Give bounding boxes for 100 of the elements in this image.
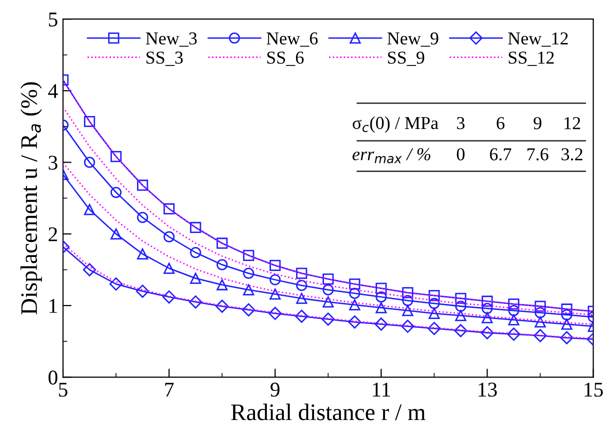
point xyxy=(216,259,228,270)
point xyxy=(561,309,572,320)
point xyxy=(137,180,148,191)
point xyxy=(401,320,414,333)
y-tick-label: 4 xyxy=(48,84,58,98)
point xyxy=(270,288,281,300)
y-tick-label: 0 xyxy=(48,370,58,385)
annotation: 9 xyxy=(534,117,542,130)
point xyxy=(402,294,414,306)
point xyxy=(561,318,572,330)
legend-label: SS_6 xyxy=(267,52,304,66)
x-tick-label: 15 xyxy=(584,382,603,397)
legend-label: New_3 xyxy=(146,32,197,47)
point xyxy=(534,300,546,312)
point xyxy=(270,274,281,286)
point xyxy=(402,287,414,298)
point xyxy=(322,284,334,296)
point xyxy=(322,312,335,326)
y-tick-label: 5 xyxy=(48,12,58,27)
x-tick-label: 5 xyxy=(59,382,68,397)
point xyxy=(162,290,176,304)
point xyxy=(428,290,440,302)
point xyxy=(455,310,466,322)
annotation: 6.7 xyxy=(490,148,512,160)
point xyxy=(561,304,572,315)
point xyxy=(402,304,414,316)
point xyxy=(376,282,387,294)
point xyxy=(216,279,228,290)
point xyxy=(376,302,387,314)
point xyxy=(216,238,228,249)
point xyxy=(322,296,334,308)
point xyxy=(454,324,468,338)
point xyxy=(190,246,202,258)
point xyxy=(295,310,308,323)
x-tick-label: 11 xyxy=(372,382,390,396)
x-tick-label: 7 xyxy=(165,382,174,396)
point xyxy=(164,203,175,214)
point xyxy=(374,318,388,331)
point xyxy=(164,231,175,242)
point xyxy=(428,308,440,319)
annotation: 7.6 xyxy=(528,148,548,160)
point xyxy=(242,303,256,316)
legend-label: New_9 xyxy=(387,32,438,47)
point xyxy=(243,268,254,279)
point xyxy=(268,306,282,320)
point xyxy=(84,204,96,216)
x-axis-title: Radial distance r / m xyxy=(231,404,426,420)
point xyxy=(189,295,202,309)
point xyxy=(216,300,229,313)
point xyxy=(508,314,520,326)
point xyxy=(508,304,520,316)
point xyxy=(349,299,360,310)
annotation: 3 xyxy=(457,117,465,130)
point xyxy=(84,156,96,168)
x-tick-label: 13 xyxy=(478,382,497,397)
point xyxy=(136,284,150,298)
point xyxy=(482,296,493,307)
point xyxy=(110,151,122,162)
legend-label: SS_12 xyxy=(508,52,554,66)
point xyxy=(428,298,440,309)
point xyxy=(508,298,520,310)
point xyxy=(164,262,175,274)
point xyxy=(296,292,308,304)
point xyxy=(110,186,122,198)
legend-label: SS_3 xyxy=(146,52,183,66)
point xyxy=(560,331,574,344)
point xyxy=(296,268,308,279)
point xyxy=(534,316,546,328)
point xyxy=(349,278,360,290)
x-tick-label: 9 xyxy=(270,382,280,397)
point xyxy=(348,315,362,329)
annotation: 3.2 xyxy=(562,148,582,160)
y-tick-label: 3 xyxy=(48,156,58,170)
y-axis-title: Displacement u / R$_{a}$ (%) xyxy=(20,82,42,314)
annotation: 12 xyxy=(564,117,580,130)
point xyxy=(349,288,360,299)
point xyxy=(455,292,466,304)
point xyxy=(110,228,122,240)
point xyxy=(82,263,96,276)
point xyxy=(322,273,334,285)
point xyxy=(296,280,308,292)
legend-label: New_6 xyxy=(266,32,318,47)
point xyxy=(534,329,547,342)
point xyxy=(270,260,281,271)
point xyxy=(480,326,494,340)
legend-label: New_12 xyxy=(508,32,568,47)
point xyxy=(137,248,148,260)
y-tick-label: 2 xyxy=(48,227,58,242)
point xyxy=(455,300,466,312)
y-tick-label: 1 xyxy=(50,299,57,313)
point xyxy=(137,212,148,224)
point xyxy=(507,328,520,341)
annotation: σ$_{c}$(0) / MPa xyxy=(352,116,438,133)
legend-label: SS_9 xyxy=(388,52,424,66)
point xyxy=(376,291,387,302)
point xyxy=(190,272,202,284)
point xyxy=(243,284,254,296)
annotation: 0 xyxy=(456,148,465,160)
point xyxy=(482,312,493,324)
point xyxy=(190,222,202,234)
